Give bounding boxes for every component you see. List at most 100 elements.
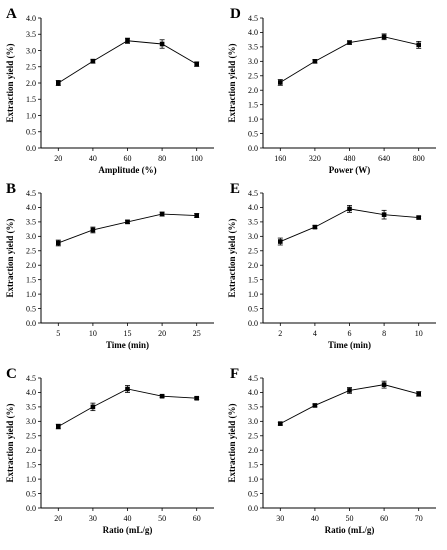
data-point-a-0 — [56, 80, 61, 86]
y-tick-label-c-6: 3.0 — [26, 417, 36, 426]
y-tick-label-c-7: 3.5 — [26, 403, 36, 412]
data-point-b-4 — [194, 213, 199, 218]
data-point-a-1 — [90, 58, 96, 64]
y-tick-label-b-8: 4.0 — [26, 203, 36, 212]
data-point-e-1 — [312, 224, 318, 230]
y-tick-label-a-7: 3.5 — [26, 30, 36, 39]
y-tick-label-f-8: 4.0 — [248, 388, 258, 397]
x-tick-label-f-2: 50 — [346, 514, 354, 523]
data-point-f-4 — [416, 391, 421, 397]
y-tick-label-f-3: 1.5 — [248, 460, 258, 469]
y-tick-label-f-1: 0.5 — [248, 489, 258, 498]
chart-panel-f: F 0.0 0.5 1.0 1.5 2.0 2.5 3.0 3.5 4.0 4.5 30 40 50 60 7… — [227, 366, 436, 535]
x-tick-label-b-1: 10 — [89, 329, 97, 338]
y-tick-label-b-4: 2.0 — [26, 261, 36, 270]
y-tick-label-b-5: 2.5 — [26, 247, 36, 256]
y-tick-label-d-2: 1.0 — [248, 115, 258, 124]
y-tick-label-b-9: 4.5 — [26, 189, 36, 198]
y-axis-label-a: Extraction yield (%) — [5, 44, 15, 123]
x-tick-label-c-4: 60 — [193, 514, 201, 523]
x-tick-label-c-0: 20 — [54, 514, 62, 523]
panel-letter-a: A — [6, 6, 17, 22]
x-tick-label-f-0: 30 — [276, 514, 284, 523]
panel-letter-b: B — [6, 181, 16, 197]
data-point-d-0 — [278, 80, 283, 85]
chart-panel-b: B 0.0 0.5 1.0 1.5 2.0 2.5 3.0 3.5 4.0 4.5 5 10 15 20 25… — [5, 181, 214, 350]
x-tick-label-c-1: 30 — [89, 514, 97, 523]
data-point-b-1 — [90, 227, 96, 233]
data-point-d-4 — [416, 42, 421, 48]
x-axis-label-e: Time (min) — [328, 340, 371, 350]
y-tick-label-b-7: 3.5 — [26, 218, 36, 227]
x-tick-label-f-3: 60 — [380, 514, 388, 523]
x-tick-label-d-4: 800 — [413, 154, 425, 163]
panel-letter-d: D — [230, 6, 241, 22]
data-point-c-3 — [159, 393, 165, 399]
y-tick-label-e-7: 3.5 — [248, 218, 258, 227]
y-tick-label-e-2: 1.0 — [248, 290, 258, 299]
data-point-c-4 — [194, 395, 199, 401]
y-tick-label-e-4: 2.0 — [248, 261, 258, 270]
series-line-e — [280, 208, 419, 242]
y-tick-label-a-8: 4.0 — [26, 14, 36, 23]
x-tick-label-d-0: 160 — [274, 154, 286, 163]
series-line-b — [58, 213, 197, 244]
y-tick-label-b-6: 3.0 — [26, 232, 36, 241]
y-tick-label-f-7: 3.5 — [248, 403, 258, 412]
x-tick-label-d-1: 320 — [309, 154, 321, 163]
y-tick-label-d-3: 1.5 — [248, 100, 258, 109]
x-axis-label-b: Time (min) — [106, 340, 149, 350]
series-line-a — [58, 40, 197, 84]
data-point-f-0 — [278, 421, 283, 426]
y-tick-label-e-5: 2.5 — [248, 247, 258, 256]
y-tick-label-b-0: 0.0 — [26, 319, 36, 328]
y-axis-label-f: Extraction yield (%) — [227, 404, 237, 483]
data-point-d-2 — [347, 40, 352, 45]
x-tick-label-e-2: 6 — [348, 329, 352, 338]
data-point-c-2 — [125, 386, 130, 392]
y-axis-label-c: Extraction yield (%) — [5, 404, 15, 483]
panel-letter-c: C — [6, 366, 17, 382]
x-tick-label-b-2: 15 — [124, 329, 132, 338]
data-point-a-3 — [159, 41, 165, 47]
y-tick-label-f-5: 2.5 — [248, 432, 258, 441]
x-tick-label-a-4: 100 — [191, 154, 203, 163]
x-tick-label-a-3: 80 — [158, 154, 166, 163]
y-axis-label-d: Extraction yield (%) — [227, 44, 237, 123]
chart-panel-c: C 0.0 0.5 1.0 1.5 2.0 2.5 3.0 3.5 4.0 4.5 20 30 40 50 6… — [5, 366, 214, 535]
y-tick-label-a-3: 1.5 — [26, 95, 36, 104]
x-tick-label-a-2: 60 — [124, 154, 132, 163]
y-tick-label-a-4: 2.0 — [26, 79, 36, 88]
x-tick-label-e-0: 2 — [278, 329, 282, 338]
data-point-f-1 — [312, 403, 318, 408]
data-point-c-0 — [56, 424, 61, 429]
data-point-b-3 — [159, 211, 165, 217]
panel-letter-e: E — [230, 181, 240, 197]
x-tick-label-a-0: 20 — [54, 154, 62, 163]
y-tick-label-a-6: 3.0 — [26, 46, 36, 55]
y-tick-label-a-1: 0.5 — [26, 128, 36, 137]
y-tick-label-e-9: 4.5 — [248, 189, 258, 198]
chart-panel-d: D 0.0 0.5 1.0 1.5 2.0 2.5 3.0 3.5 4.0 4.5 160 320 480… — [227, 6, 436, 175]
y-tick-label-d-4: 2.0 — [248, 86, 258, 95]
y-tick-label-c-5: 2.5 — [26, 432, 36, 441]
y-tick-label-f-9: 4.5 — [248, 374, 258, 383]
y-axis-label-b: Extraction yield (%) — [5, 219, 15, 298]
data-point-c-1 — [90, 404, 96, 410]
data-point-d-3 — [381, 34, 387, 40]
y-tick-label-d-5: 2.5 — [248, 72, 258, 81]
y-tick-label-e-8: 4.0 — [248, 203, 258, 212]
y-tick-label-b-3: 1.5 — [26, 275, 36, 284]
data-point-b-0 — [56, 240, 61, 246]
x-tick-label-e-3: 8 — [382, 329, 386, 338]
y-tick-label-f-0: 0.0 — [248, 504, 258, 513]
y-tick-label-c-9: 4.5 — [26, 374, 36, 383]
data-point-f-2 — [347, 388, 352, 393]
y-tick-label-d-8: 4.0 — [248, 28, 258, 37]
x-tick-label-f-1: 40 — [311, 514, 319, 523]
y-tick-label-f-6: 3.0 — [248, 417, 258, 426]
data-point-f-3 — [381, 382, 387, 387]
y-tick-label-a-2: 1.0 — [26, 111, 36, 120]
x-tick-label-e-4: 10 — [415, 329, 423, 338]
x-tick-label-c-2: 40 — [124, 514, 132, 523]
